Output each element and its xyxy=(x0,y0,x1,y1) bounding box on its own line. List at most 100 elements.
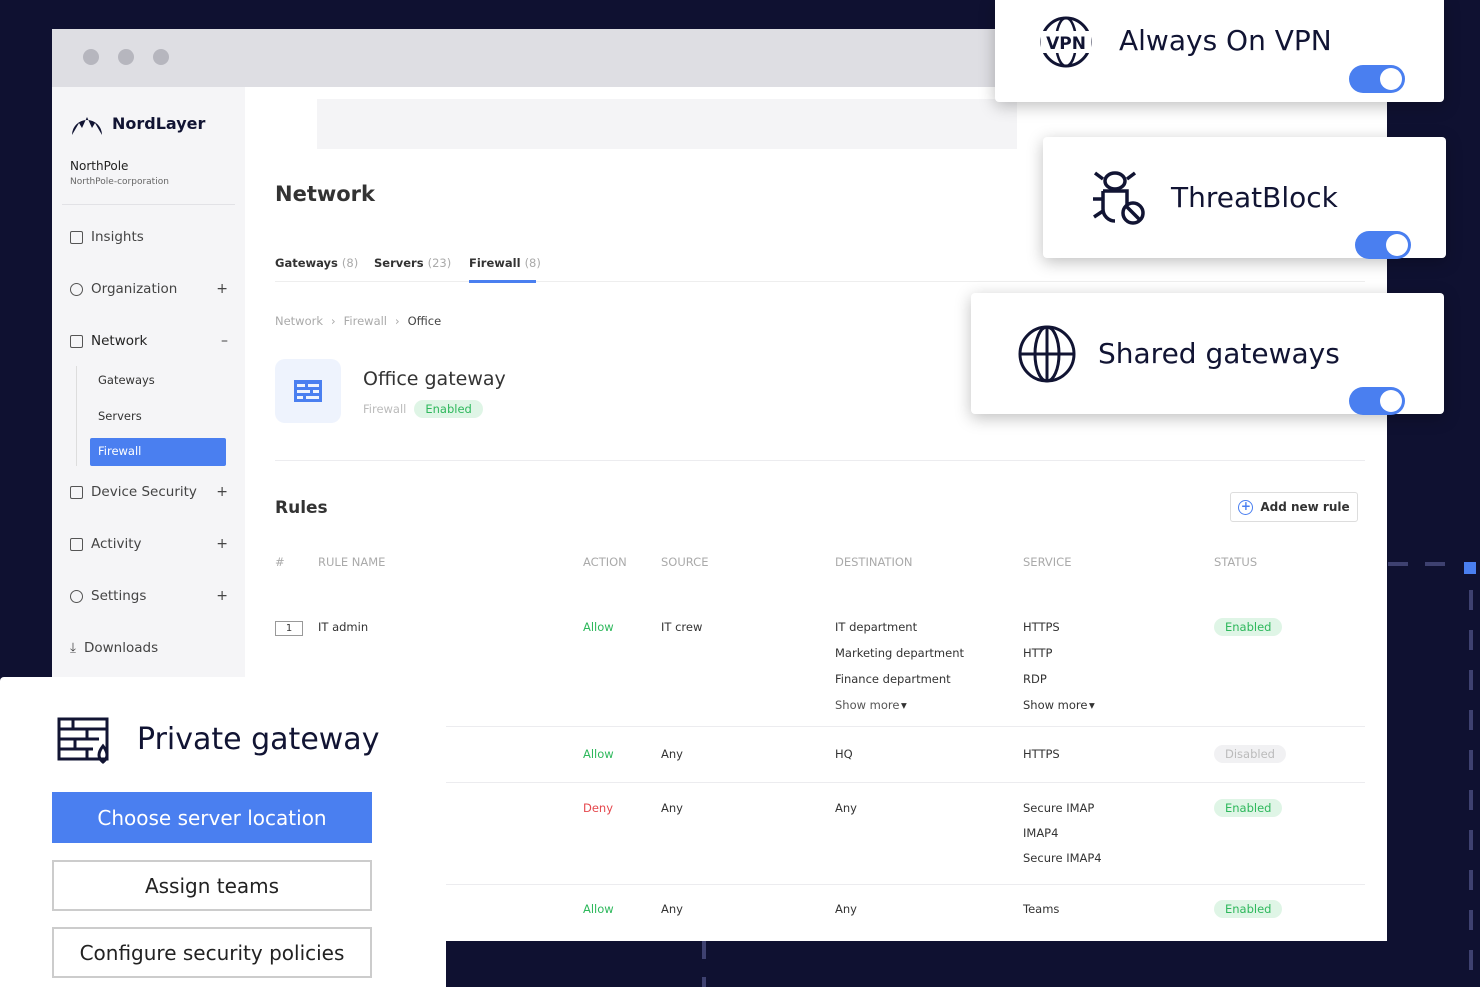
search-bar[interactable] xyxy=(317,99,1017,149)
firewall-icon xyxy=(275,359,341,423)
shared-gateways-toggle[interactable] xyxy=(1349,386,1405,415)
rule-destination: Any xyxy=(835,902,857,916)
label: Activity xyxy=(91,536,142,552)
rule-action: Allow xyxy=(583,747,614,761)
download-icon: ⤓ xyxy=(70,640,76,656)
sidebar-item-device-security[interactable]: Device Security + xyxy=(70,484,228,500)
tab-divider xyxy=(275,281,1365,282)
rule-action: Deny xyxy=(583,801,614,815)
column-header: STATUS xyxy=(1214,555,1258,569)
expand-icon[interactable]: + xyxy=(216,536,228,552)
sidebar-item-activity[interactable]: Activity + xyxy=(70,536,228,552)
row-divider xyxy=(275,782,1365,783)
rule-service: HTTPS xyxy=(1023,747,1060,761)
rule-destination: Marketing department xyxy=(835,646,965,660)
count: (8) xyxy=(524,256,541,270)
threatblock-toggle[interactable] xyxy=(1355,230,1411,259)
page-title: Network xyxy=(275,182,376,206)
firewall-lock-icon xyxy=(57,717,109,764)
show-more-service[interactable]: Show more xyxy=(1023,698,1088,712)
expand-icon[interactable]: + xyxy=(216,588,228,604)
column-header: DESTINATION xyxy=(835,555,913,569)
sidebar-item-network[interactable]: Network – xyxy=(70,333,228,349)
rule-source: Any xyxy=(661,747,683,761)
rule-service: Secure IMAP xyxy=(1023,801,1095,815)
rule-service: Secure IMAP4 xyxy=(1023,851,1102,865)
rule-destination: IT department xyxy=(835,620,918,634)
add-new-rule-button[interactable]: + Add new rule xyxy=(1230,492,1358,522)
breadcrumb-office: Office xyxy=(407,314,442,328)
gateway-title: Office gateway xyxy=(363,368,506,390)
configure-security-policies-button[interactable]: Configure security policies xyxy=(52,927,372,978)
tab-firewall[interactable]: Firewall (8) xyxy=(469,256,541,270)
tab-gateways[interactable]: Gateways (8) xyxy=(275,256,358,270)
expand-icon[interactable]: + xyxy=(216,484,228,500)
sidebar-subitem-servers[interactable]: Servers xyxy=(98,409,142,423)
collapse-icon[interactable]: – xyxy=(221,333,228,349)
window-minimize-dot[interactable] xyxy=(118,49,134,65)
status-badge: Enabled xyxy=(1214,618,1283,636)
rule-number: 1 xyxy=(275,621,303,636)
device-security-icon xyxy=(70,485,83,499)
column-header: # xyxy=(275,555,285,569)
label: Network xyxy=(91,333,148,349)
column-header: SERVICE xyxy=(1023,555,1072,569)
private-gateway-title: Private gateway xyxy=(137,722,380,757)
rule-service: RDP xyxy=(1023,672,1047,686)
sidebar-item-settings[interactable]: Settings + xyxy=(70,588,228,604)
nordlayer-logo-icon xyxy=(72,117,102,135)
label: Gateways xyxy=(275,256,338,270)
sidebar-item-insights[interactable]: Insights xyxy=(70,229,228,245)
count: (23) xyxy=(427,256,452,270)
column-header: ACTION xyxy=(583,555,627,569)
rules-heading: Rules xyxy=(275,498,328,518)
plus-circle-icon: + xyxy=(1238,499,1254,515)
column-header: RULE NAME xyxy=(318,555,386,569)
gateway-meta: Firewall Enabled xyxy=(363,400,483,418)
rule-source: Any xyxy=(661,801,683,815)
caret-down-icon: ▾ xyxy=(901,698,907,712)
rule-action: Allow xyxy=(583,902,614,916)
assign-teams-button[interactable]: Assign teams xyxy=(52,860,372,911)
bug-blocked-icon xyxy=(1093,171,1145,225)
breadcrumb-firewall[interactable]: Firewall xyxy=(343,314,388,328)
gear-icon xyxy=(70,589,83,603)
divider xyxy=(62,204,235,205)
rule-destination: Finance department xyxy=(835,672,951,686)
insights-icon xyxy=(70,230,83,244)
show-more-destination[interactable]: Show more xyxy=(835,698,900,712)
count: (8) xyxy=(341,256,359,270)
sidebar-subitem-gateways[interactable]: Gateways xyxy=(98,373,155,387)
label: Servers xyxy=(374,256,424,270)
choose-server-location-button[interactable]: Choose server location xyxy=(52,792,372,843)
logo: NordLayer xyxy=(70,109,205,137)
window-maximize-dot[interactable] xyxy=(153,49,169,65)
always-on-vpn-toggle[interactable] xyxy=(1349,65,1405,93)
rule-destination: HQ xyxy=(835,747,853,761)
chevron-right-icon: › xyxy=(331,314,336,328)
label: Add new rule xyxy=(1260,500,1350,514)
window-close-dot[interactable] xyxy=(83,49,99,65)
shared-gateways-label: Shared gateways xyxy=(1098,337,1340,370)
sidebar-item-organization[interactable]: Organization + xyxy=(70,281,228,297)
rule-service: HTTP xyxy=(1023,646,1053,660)
breadcrumb-network[interactable]: Network xyxy=(275,314,324,328)
threatblock-card: ThreatBlock xyxy=(1043,137,1446,259)
active-tab-indicator xyxy=(469,280,536,283)
rule-name[interactable]: IT admin xyxy=(318,620,369,634)
label: Insights xyxy=(91,229,144,245)
sidebar-subitem-firewall[interactable]: Firewall xyxy=(90,438,226,466)
breadcrumb: Network › Firewall › Office xyxy=(275,314,441,328)
tab-servers[interactable]: Servers (23) xyxy=(374,256,451,270)
expand-icon[interactable]: + xyxy=(216,281,228,297)
always-on-vpn-card: VPN Always On VPN xyxy=(995,0,1444,102)
label: Downloads xyxy=(83,640,159,656)
rule-service: IMAP4 xyxy=(1023,826,1059,840)
brand-name: NordLayer xyxy=(112,113,206,133)
activity-icon xyxy=(70,537,83,551)
status-badge: Enabled xyxy=(1214,799,1283,817)
sidebar-item-downloads[interactable]: ⤓ Downloads xyxy=(70,640,228,656)
globe-icon xyxy=(1018,325,1076,383)
rule-source: IT crew xyxy=(661,620,703,634)
caret-down-icon: ▾ xyxy=(1089,698,1095,712)
